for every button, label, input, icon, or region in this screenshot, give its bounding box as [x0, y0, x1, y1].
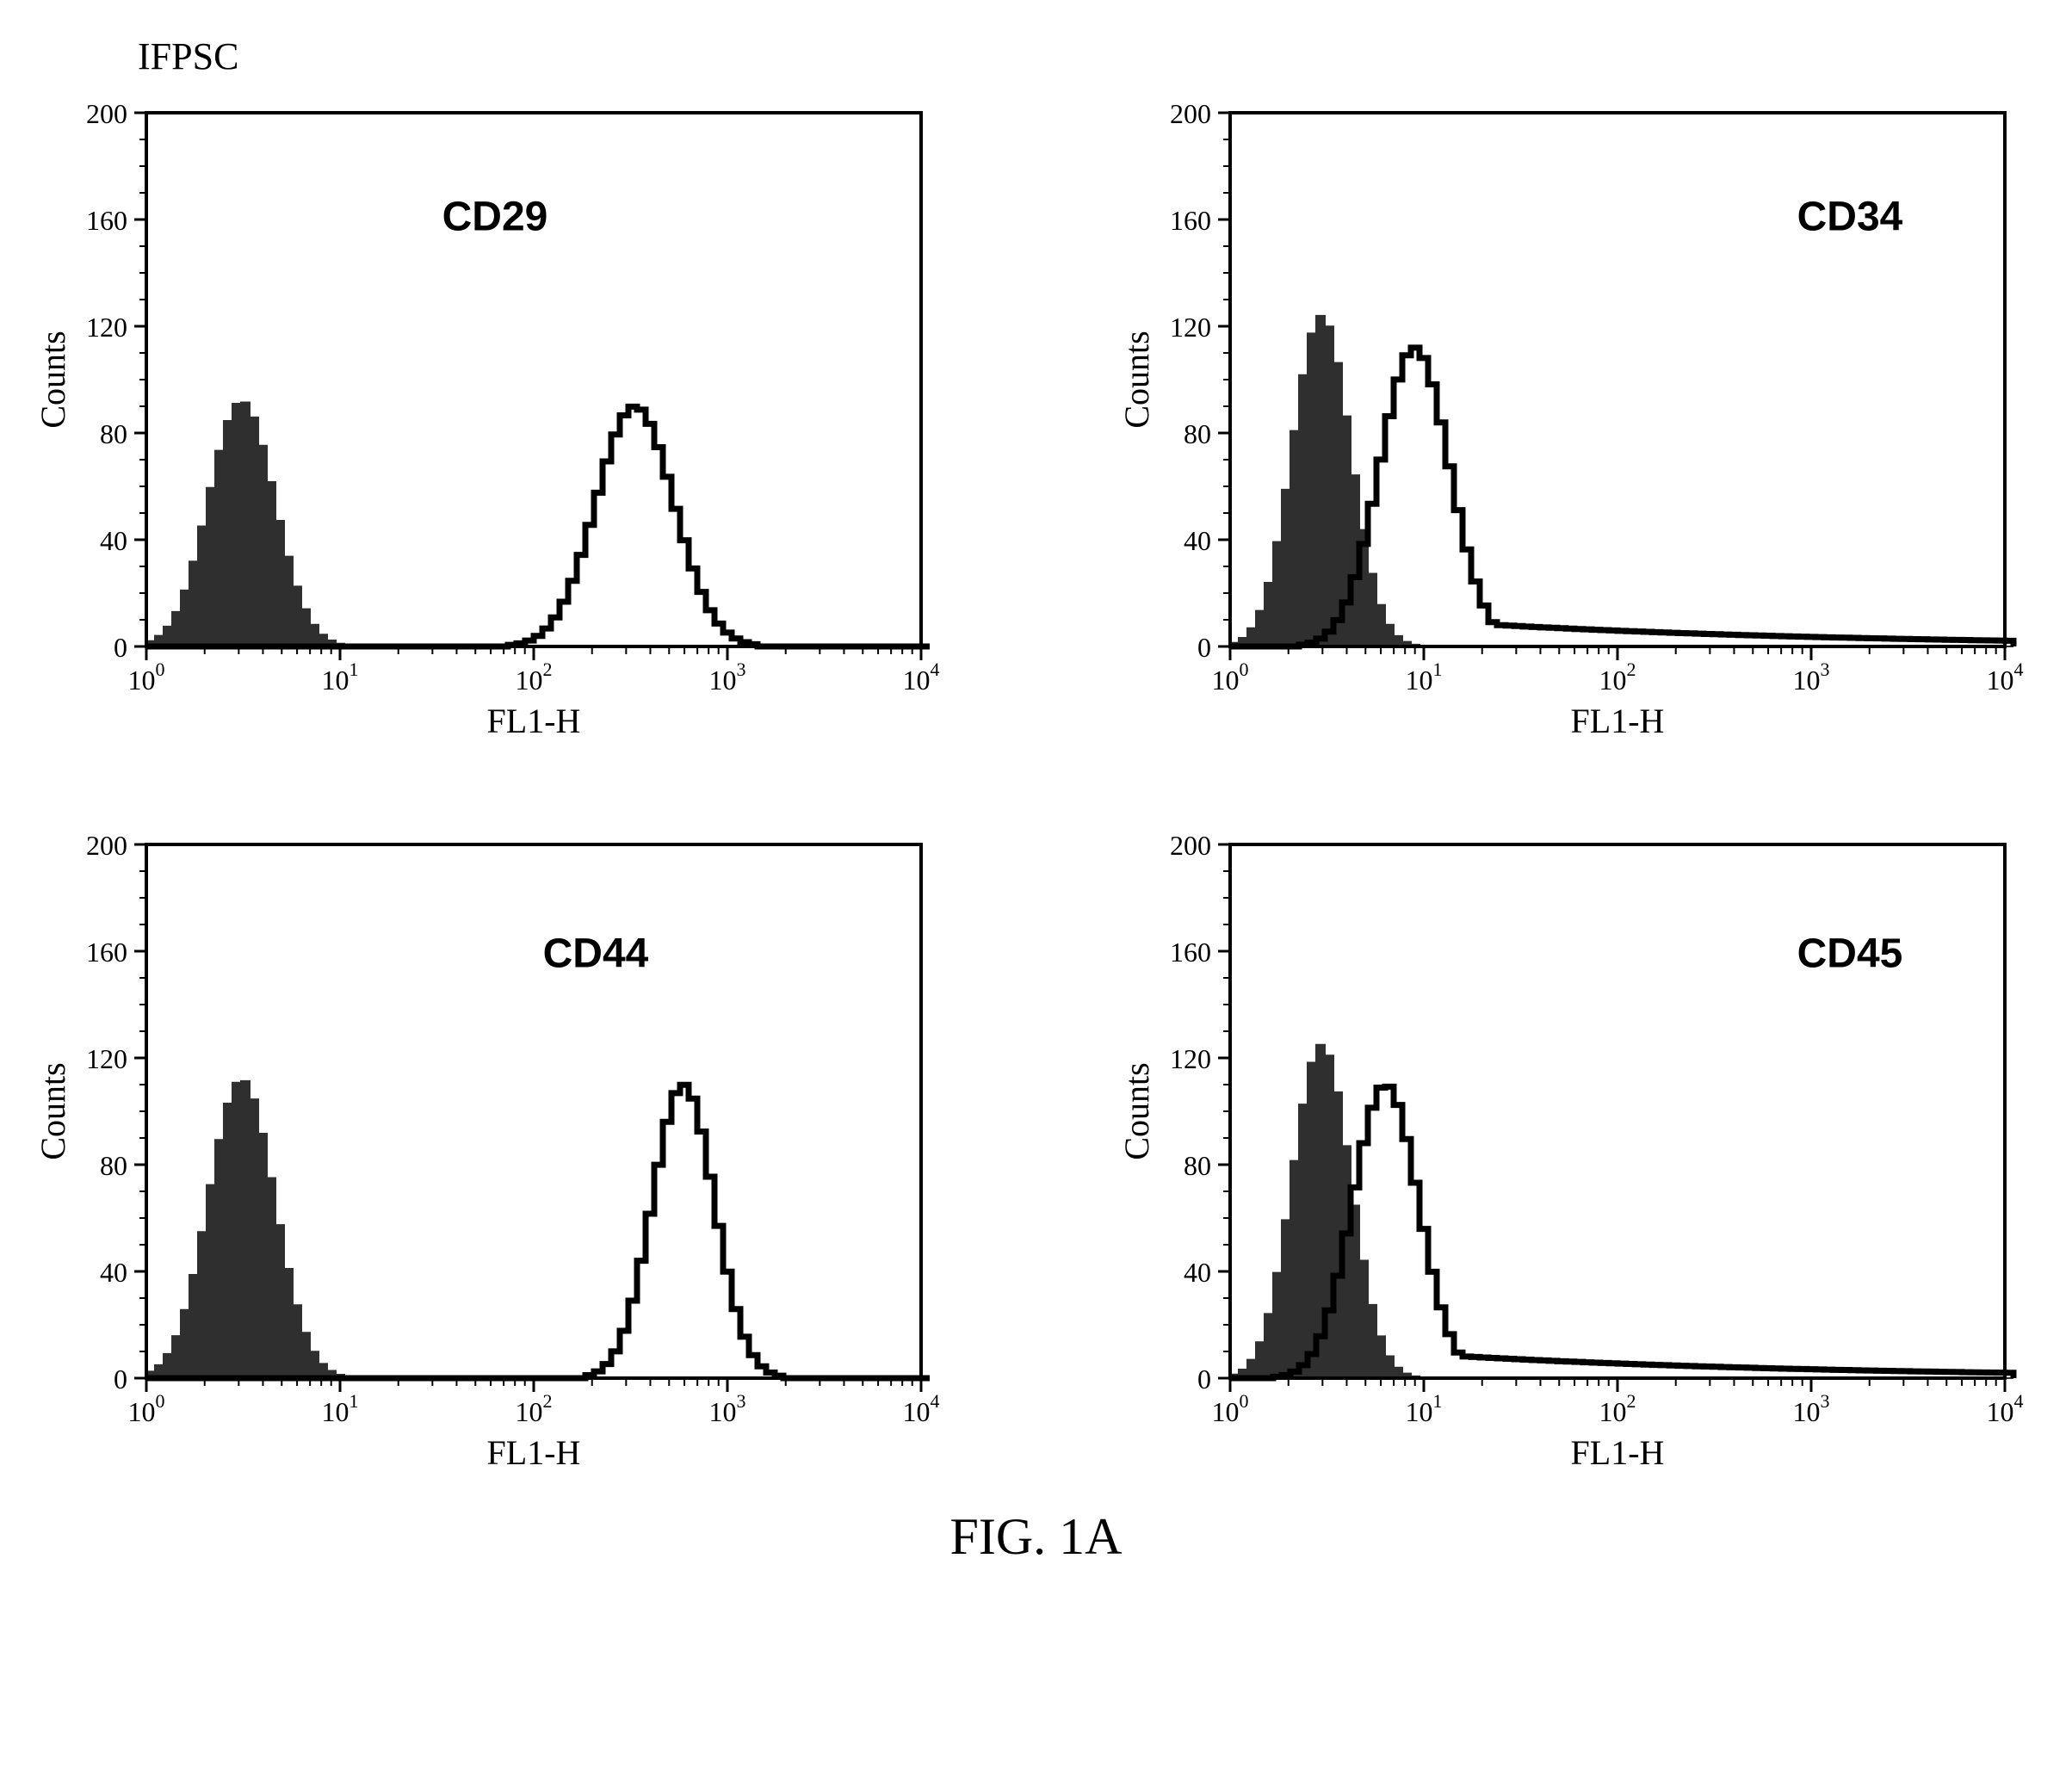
- y-tick-label: 120: [86, 312, 127, 343]
- x-axis-title: FL1-H: [1570, 702, 1664, 740]
- y-tick-label: 160: [86, 937, 127, 968]
- marker-label: CD45: [1797, 931, 1902, 977]
- x-tick-label: 104: [1986, 1390, 2023, 1427]
- figure-top-label: IFPSC: [138, 34, 2038, 78]
- x-tick-label: 103: [1792, 1390, 1829, 1427]
- y-tick-label: 120: [1170, 312, 1211, 343]
- y-tick-label: 160: [86, 205, 127, 236]
- flow-histogram-panel: 0 40 80 120 160 200 100 101 102 103 104 Counts FL1-H…: [34, 819, 947, 1481]
- x-tick-label: 102: [1599, 1390, 1636, 1427]
- flow-histogram-panel: 0 40 80 120 160 200 100 101 102 103 104 Counts FL1-H…: [34, 87, 947, 750]
- x-tick-label: 102: [516, 1390, 553, 1427]
- x-tick-label: 101: [322, 659, 359, 696]
- y-axis-title: Counts: [1118, 331, 1156, 428]
- x-axis-title: FL1-H: [487, 702, 581, 740]
- x-tick-label: 101: [1405, 1390, 1442, 1427]
- x-tick-label: 102: [1599, 659, 1636, 696]
- figure-caption: FIG. 1A: [34, 1507, 2038, 1567]
- y-tick-label: 160: [1170, 205, 1211, 236]
- y-tick-label: 80: [1184, 418, 1211, 449]
- y-tick-label: 200: [86, 98, 127, 129]
- marker-label: CD34: [1797, 194, 1902, 239]
- marker-label: CD44: [543, 931, 649, 977]
- x-tick-label: 104: [1986, 659, 2023, 696]
- y-tick-label: 200: [1170, 830, 1211, 861]
- panels-grid: 0 40 80 120 160 200 100 101 102 103 104 Counts FL1-H…: [34, 87, 2038, 1481]
- y-tick-label: 80: [100, 1150, 127, 1181]
- y-tick-label: 120: [1170, 1043, 1211, 1074]
- y-tick-label: 0: [114, 1364, 127, 1394]
- y-tick-label: 200: [1170, 98, 1211, 129]
- y-axis-title: Counts: [34, 1062, 72, 1160]
- y-tick-label: 40: [100, 1257, 127, 1288]
- panel: 0 40 80 120 160 200 100 101 102 103 104 Counts FL1-H…: [1118, 87, 2038, 750]
- y-axis-title: Counts: [34, 331, 72, 428]
- panel: 0 40 80 120 160 200 100 101 102 103 104 Counts FL1-H…: [34, 819, 955, 1481]
- y-tick-label: 40: [1184, 525, 1211, 556]
- x-tick-label: 100: [1211, 659, 1248, 696]
- y-tick-label: 80: [100, 418, 127, 449]
- flow-histogram-panel: 0 40 80 120 160 200 100 101 102 103 104 Counts FL1-H…: [1118, 819, 2031, 1481]
- x-tick-label: 100: [1211, 1390, 1248, 1427]
- panel: 0 40 80 120 160 200 100 101 102 103 104 Counts FL1-H…: [1118, 819, 2038, 1481]
- marker-label: CD29: [442, 194, 548, 239]
- x-tick-label: 103: [1792, 659, 1829, 696]
- x-axis-title: FL1-H: [1570, 1433, 1664, 1472]
- panel: 0 40 80 120 160 200 100 101 102 103 104 Counts FL1-H…: [34, 87, 955, 750]
- y-tick-label: 160: [1170, 937, 1211, 968]
- y-tick-label: 120: [86, 1043, 127, 1074]
- y-tick-label: 0: [1197, 1364, 1211, 1394]
- y-tick-label: 0: [1197, 632, 1211, 663]
- y-tick-label: 200: [86, 830, 127, 861]
- x-tick-label: 104: [903, 1390, 940, 1427]
- x-tick-label: 102: [516, 659, 553, 696]
- x-tick-label: 100: [128, 1390, 165, 1427]
- y-axis-title: Counts: [1118, 1062, 1156, 1160]
- x-tick-label: 101: [1405, 659, 1442, 696]
- x-tick-label: 100: [128, 659, 165, 696]
- x-tick-label: 103: [709, 659, 746, 696]
- x-tick-label: 103: [709, 1390, 746, 1427]
- y-tick-label: 80: [1184, 1150, 1211, 1181]
- x-tick-label: 104: [903, 659, 940, 696]
- figure-container: IFPSC 0 40 80 120 160 200 100 101 102 103 104 Count…: [34, 34, 2038, 1567]
- y-tick-label: 40: [1184, 1257, 1211, 1288]
- y-tick-label: 0: [114, 632, 127, 663]
- x-tick-label: 101: [322, 1390, 359, 1427]
- y-tick-label: 40: [100, 525, 127, 556]
- flow-histogram-panel: 0 40 80 120 160 200 100 101 102 103 104 Counts FL1-H…: [1118, 87, 2031, 750]
- x-axis-title: FL1-H: [487, 1433, 581, 1472]
